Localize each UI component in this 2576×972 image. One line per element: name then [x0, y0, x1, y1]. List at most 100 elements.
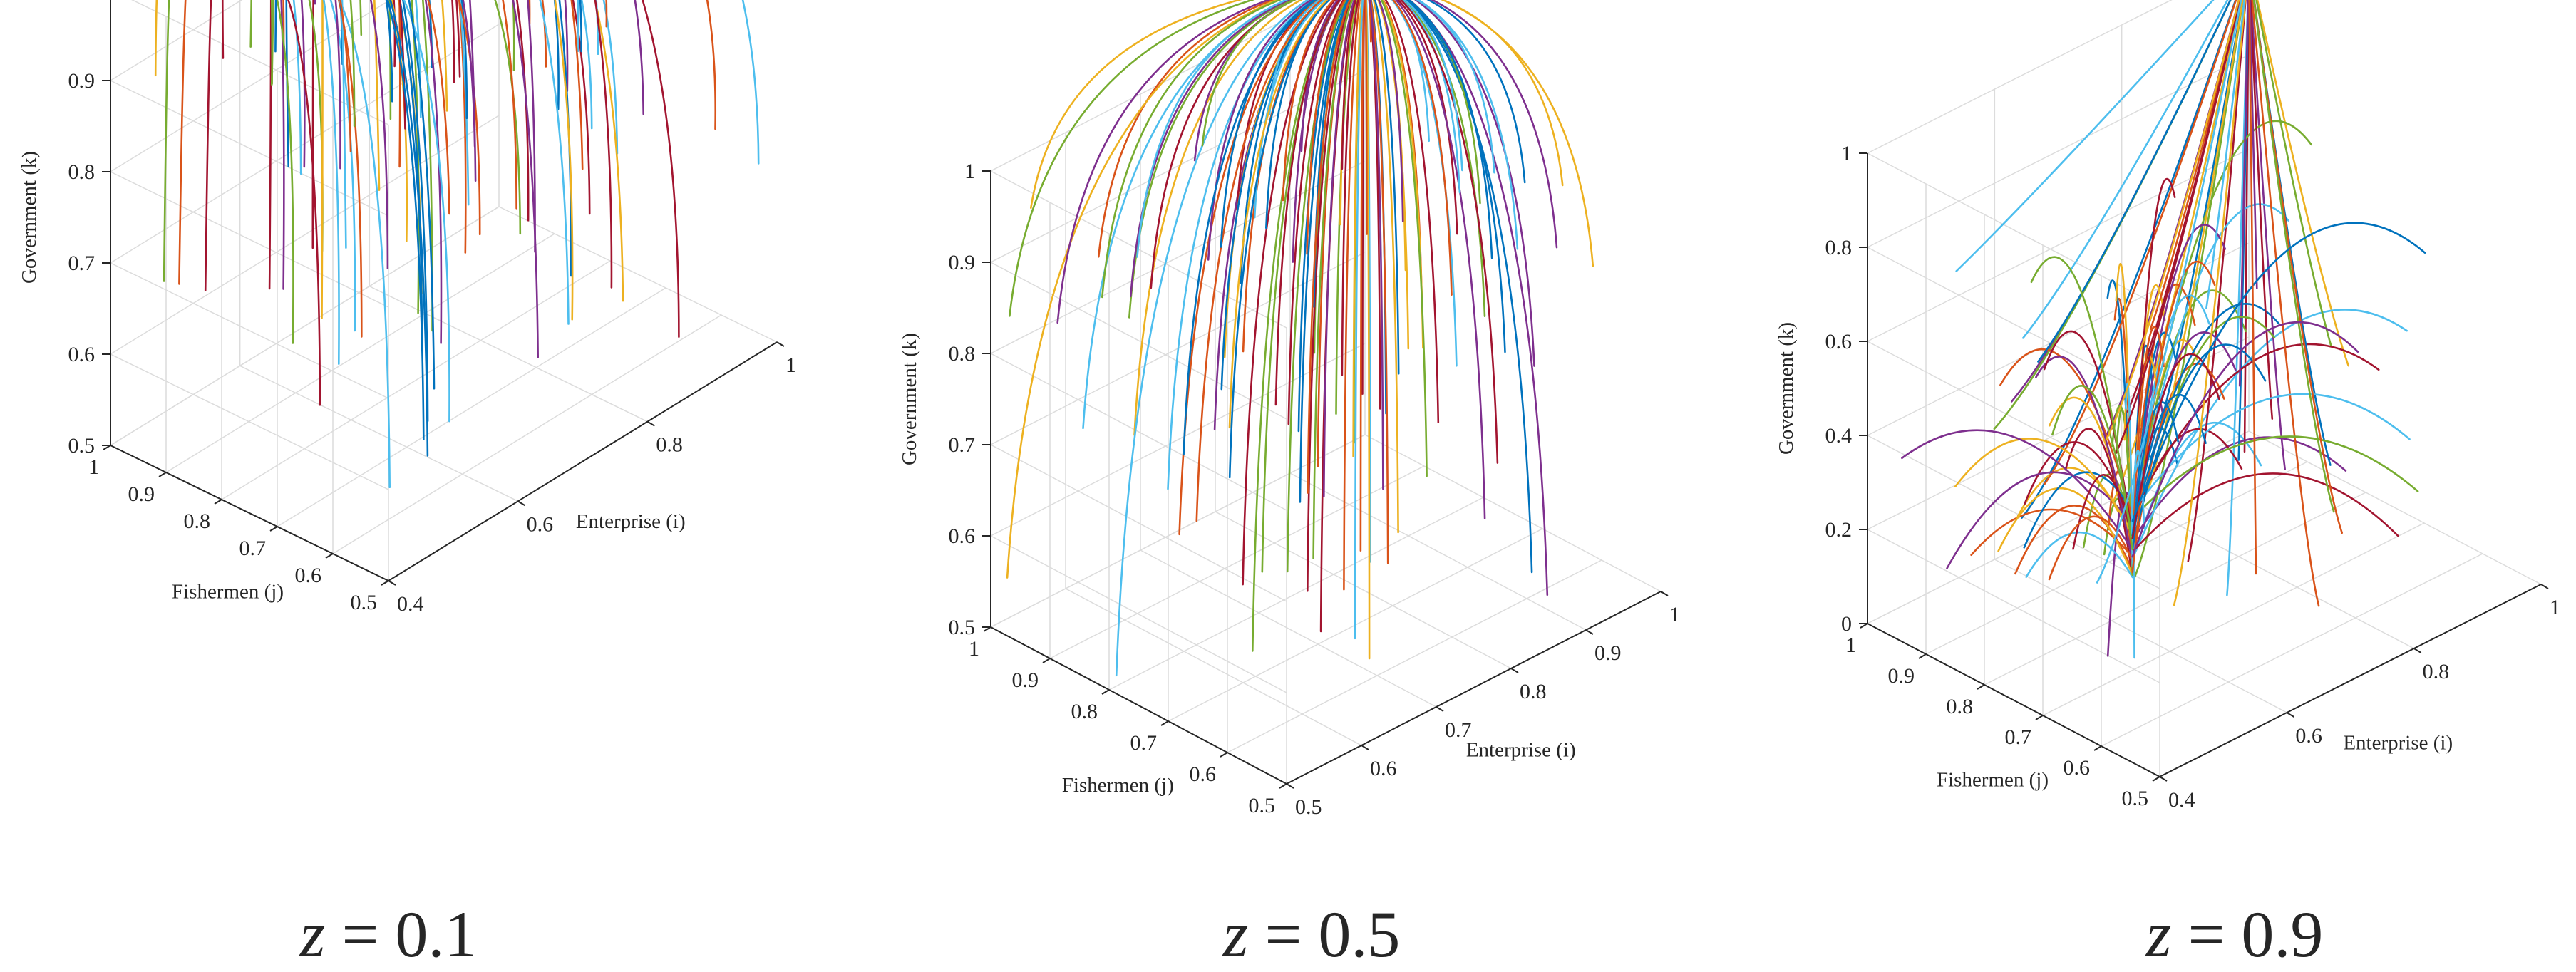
- trajectory-line: [1392, 0, 1453, 296]
- trajectory-line: [2250, 0, 2286, 470]
- x-tick-label-0-7: 0.7: [1445, 718, 1472, 742]
- trajectory-line: [300, 0, 306, 168]
- grid-line: [110, 0, 243, 81]
- y-tick-label-0-9: 0.9: [1012, 668, 1039, 692]
- grid-line: [990, 434, 1366, 628]
- trajectory-line: [494, 0, 522, 235]
- grid-line: [110, 353, 389, 490]
- trajectory-line: [287, 0, 321, 406]
- trajectory-line: [1352, 0, 1363, 457]
- grid-line: [239, 365, 518, 502]
- y-tick: [1918, 653, 1927, 659]
- grid-line: [1867, 247, 2160, 401]
- grid-line: [1108, 497, 1484, 691]
- grid-line: [2042, 522, 2425, 716]
- trajectory-line: [1252, 0, 1340, 652]
- trajectory-line: [163, 0, 170, 282]
- trajectory-line: [339, 0, 352, 152]
- trajectory-line: [515, 0, 530, 222]
- y-axis-line: [110, 445, 389, 581]
- z-tick-label-0-7: 0.7: [68, 252, 96, 275]
- trajectory-line: [1268, 0, 1322, 115]
- grid-line: [2121, 495, 2415, 649]
- grid-line: [498, 206, 778, 343]
- panel-z-0-9: 0.40.60.810.50.60.70.80.9100.20.40.60.81…: [1775, 0, 2560, 812]
- trajectory-line: [292, 0, 302, 175]
- trajectory-line: [459, 0, 470, 206]
- x-tick: [2540, 584, 2549, 589]
- trajectory-line: [398, 0, 406, 130]
- y-tick-label-0-6: 0.6: [295, 564, 322, 587]
- y-axis-label: Fishermen (j): [1062, 774, 1174, 797]
- trajectory-line: [1133, 0, 1303, 436]
- z-tick-label-0-6: 0.6: [949, 524, 976, 548]
- trajectory-line: [706, 0, 716, 130]
- trajectory-line: [2115, 0, 2241, 454]
- trajectory-line: [1368, 0, 1381, 410]
- trajectory-line: [1369, 0, 1384, 490]
- trajectory-line: [2131, 309, 2408, 560]
- trajectory-line: [1101, 0, 1282, 299]
- trajectory-line: [421, 0, 433, 332]
- z-tick-label-0-2: 0.2: [1825, 518, 1853, 542]
- trajectory-line: [424, 0, 443, 344]
- trajectory-line: [2126, 0, 2241, 413]
- grid-line: [110, 80, 389, 217]
- trajectory-line: [334, 0, 341, 170]
- trajectory-line: [2025, 531, 2134, 579]
- trajectory-line: [1946, 471, 2134, 569]
- trajectory-line: [2105, 0, 2240, 441]
- trajectory-line: [512, 0, 539, 358]
- trajectory-line: [337, 0, 363, 338]
- y-axis-label: Fishermen (j): [1937, 768, 2049, 791]
- x-tick: [388, 580, 396, 586]
- y-tick: [269, 526, 278, 532]
- trajectory-line: [1400, 0, 1461, 194]
- z-axis-label: Government (k): [1775, 322, 1798, 455]
- trajectory-line: [2243, 0, 2250, 453]
- trajectory-line: [2131, 393, 2411, 512]
- trajectory-line: [1006, 0, 1279, 579]
- y-tick-label-0-6: 0.6: [2064, 756, 2091, 780]
- z-tick-label-0-6: 0.6: [68, 343, 96, 366]
- trajectory-line: [178, 0, 187, 285]
- trajectory-line: [1901, 429, 2134, 552]
- x-tick-label-0-6: 0.6: [527, 512, 554, 536]
- trajectory-line: [1354, 0, 1364, 640]
- trajectory-line: [1292, 0, 1341, 263]
- trajectory-line: [502, 0, 517, 210]
- caption-z-0-5: z = 0.5: [1222, 898, 1401, 971]
- trajectory-line: [402, 0, 429, 423]
- trajectory-line: [2251, 0, 2320, 607]
- grid-line: [1215, 511, 1512, 669]
- trajectory-line: [389, 0, 429, 457]
- trajectory-line: [1364, 0, 1368, 235]
- trajectory-line: [338, 0, 391, 488]
- grid-line: [1227, 559, 1602, 753]
- trajectory-line: [408, 0, 436, 390]
- trajectory-line: [349, 0, 356, 128]
- y-tick-label-1: 1: [88, 455, 99, 479]
- trajectory-line: [1220, 0, 1325, 391]
- x-tick-label-1: 1: [785, 353, 796, 377]
- trajectory-line: [1369, 0, 1389, 564]
- trajectory-line: [594, 0, 624, 302]
- trajectory-line: [1341, 0, 1359, 376]
- trajectory-line: [2248, 0, 2257, 575]
- y-tick: [1042, 658, 1051, 663]
- trajectory-line: [1240, 0, 1326, 284]
- y-tick: [325, 553, 334, 559]
- panel-z-0-5: 0.50.60.70.80.910.50.60.70.80.910.50.60.…: [898, 0, 1680, 819]
- trajectory-line: [1307, 0, 1351, 494]
- x-tick: [517, 500, 526, 507]
- trajectory-line: [1009, 0, 1255, 317]
- trajectory-line: [398, 0, 423, 340]
- trajectory-line: [1242, 0, 1336, 586]
- trajectory-line: [2131, 224, 2227, 523]
- x-tick-label-1: 1: [1669, 603, 1680, 626]
- trajectory-line: [1195, 0, 1324, 522]
- y-tick-label-0-7: 0.7: [1130, 731, 1158, 755]
- y-tick: [2152, 776, 2160, 782]
- trajectory-line: [1098, 0, 1276, 258]
- x-tick: [1660, 591, 1669, 596]
